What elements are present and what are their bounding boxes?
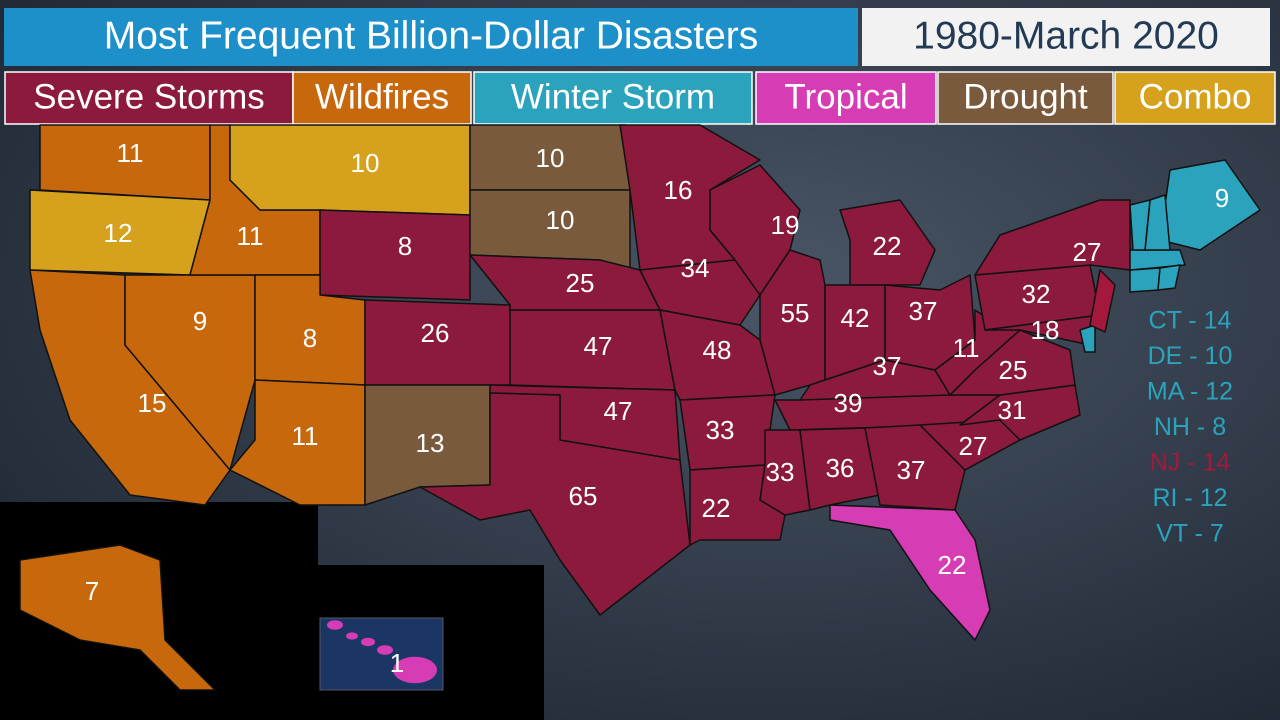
legend-swatch: [292, 71, 472, 125]
state-count: 33: [706, 415, 735, 445]
state: [864, 424, 966, 511]
state-count: 18: [1031, 315, 1060, 345]
small-state: [1079, 324, 1096, 353]
state-count: 11: [237, 221, 264, 251]
legend-label: Drought: [963, 77, 1088, 116]
small-state-label: RI - 12: [1152, 484, 1227, 512]
state-count: 13: [416, 428, 445, 458]
island: [346, 632, 358, 640]
small-state-label: CT - 14: [1149, 307, 1232, 335]
state-count: 10: [546, 205, 575, 235]
state: [974, 199, 1131, 276]
small-state-label: NJ - 14: [1150, 449, 1231, 477]
legend-label: Severe Storms: [33, 77, 264, 116]
legend-label: Combo: [1139, 77, 1252, 116]
island: [327, 620, 343, 630]
legend-label: Wildfires: [315, 77, 449, 116]
state-count: 34: [681, 253, 710, 283]
state: [639, 259, 761, 326]
legend-label: Winter Storm: [511, 77, 715, 116]
map-layer: Severe Storms Wildfires Winter Storm Tropic…: [4, 71, 1276, 691]
legend-swatch: [1114, 71, 1276, 125]
state-count: 37: [909, 296, 938, 326]
state-count: 22: [702, 493, 731, 523]
state-count: 55: [781, 298, 810, 328]
state-count: 11: [292, 421, 319, 451]
state-count: 8: [398, 231, 412, 261]
small-state: [1129, 199, 1151, 251]
date-range: 1980-March 2020: [913, 14, 1219, 57]
state-count: 1: [390, 648, 404, 678]
small-state-label: NH - 8: [1154, 413, 1226, 441]
state-count: 15: [138, 388, 167, 418]
state-count: 47: [604, 396, 633, 426]
state-count: 9: [1215, 183, 1229, 213]
small-state-label: VT - 7: [1156, 520, 1224, 548]
state: [829, 504, 991, 641]
state-count: 33: [766, 457, 795, 487]
small-state-label: MA - 12: [1147, 378, 1233, 406]
legend-swatch: [937, 71, 1114, 125]
legend-swatch: [755, 71, 937, 125]
state-count: 10: [351, 148, 380, 178]
legend-swatch: [473, 71, 753, 125]
state-count: 16: [664, 175, 693, 205]
state-count: 9: [193, 306, 207, 336]
state-count: 31: [998, 395, 1027, 425]
island: [377, 645, 393, 655]
state: [319, 209, 471, 301]
state-count: 7: [85, 576, 99, 606]
state-count: 48: [703, 335, 732, 365]
state-count: 27: [959, 431, 988, 461]
small-state-label: DE - 10: [1148, 342, 1233, 370]
state-count: 10: [536, 143, 565, 173]
small-state: [1157, 264, 1181, 291]
state-count: 25: [999, 355, 1028, 385]
state-count: 42: [841, 303, 870, 333]
state-count: 27: [1073, 237, 1102, 267]
state-count: 26: [421, 318, 450, 348]
state-count: 36: [826, 453, 855, 483]
state-count: 37: [897, 455, 926, 485]
small-state: [1089, 269, 1116, 333]
state-count: 32: [1022, 279, 1051, 309]
state: [419, 392, 691, 616]
state-count: 37: [873, 351, 902, 381]
state-count: 12: [104, 218, 133, 248]
state-count: 47: [584, 331, 613, 361]
state-count: 25: [566, 268, 595, 298]
title-box: [4, 8, 858, 66]
legend-label: Tropical: [784, 77, 907, 116]
state-count: 22: [938, 550, 967, 580]
title: Most Frequent Billion-Dollar Disasters: [104, 14, 759, 57]
state-count: 19: [771, 210, 800, 240]
state-count: 22: [873, 231, 902, 261]
date-box: [862, 8, 1270, 66]
state-count: 11: [953, 333, 980, 363]
state-count: 65: [569, 481, 598, 511]
state-count: 8: [303, 323, 317, 353]
island: [361, 637, 375, 647]
state: [839, 199, 936, 286]
state-count: 11: [117, 138, 144, 168]
state: [799, 427, 881, 511]
island: [393, 656, 437, 684]
state-count: 39: [834, 388, 863, 418]
small-state: [1129, 267, 1161, 293]
state: [19, 544, 216, 691]
